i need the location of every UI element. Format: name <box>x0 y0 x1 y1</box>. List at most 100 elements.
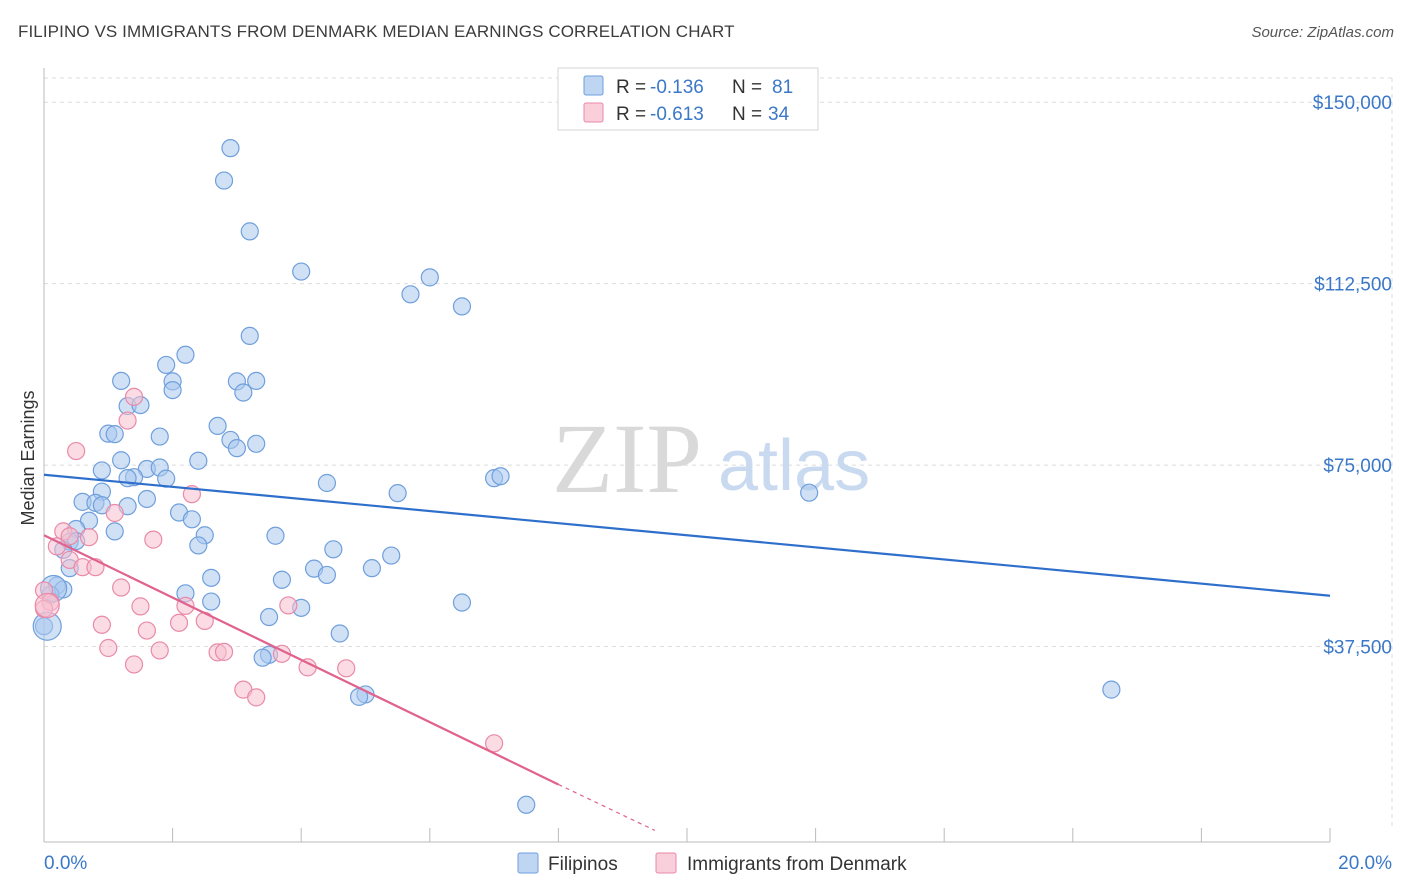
y-tick-label: $112,500 <box>1314 275 1392 296</box>
data-point <box>247 688 266 707</box>
legend-n-label-1: N = <box>732 77 762 98</box>
data-point <box>247 434 266 453</box>
data-point <box>1102 680 1121 699</box>
data-point <box>272 570 292 589</box>
data-point <box>317 473 337 493</box>
data-point <box>105 522 124 541</box>
data-point <box>92 615 111 634</box>
data-point <box>79 528 99 547</box>
data-point <box>105 425 124 444</box>
data-point <box>517 795 536 814</box>
legend-r-value-1: -0.136 <box>650 77 704 98</box>
y-axis-title: Median Earnings <box>18 390 38 525</box>
data-point <box>169 613 189 632</box>
data-point <box>99 638 118 658</box>
data-point <box>800 483 819 502</box>
data-point <box>112 578 131 597</box>
data-point-large <box>34 592 60 619</box>
stats-legend: R = -0.136 N = 81 R = -0.613 N = 34 <box>557 67 819 131</box>
series-immigrants-from-denmark <box>34 387 504 753</box>
data-point <box>234 383 253 402</box>
y-tick-label: $75,000 <box>1323 456 1392 477</box>
data-point <box>382 546 401 565</box>
data-point <box>67 441 86 461</box>
y-tick-label: $150,000 <box>1313 93 1392 114</box>
data-point <box>137 489 156 509</box>
watermark: ZIP atlas <box>552 403 870 514</box>
trend-lines <box>43 473 1331 831</box>
data-point <box>324 540 343 559</box>
data-point <box>388 484 407 503</box>
trend-line-denmark <box>43 534 559 786</box>
data-point <box>240 222 259 241</box>
data-point <box>491 467 510 486</box>
data-point <box>337 659 356 678</box>
legend-r-label-1: R = <box>616 77 646 98</box>
legend-label-denmark: Immigrants from Denmark <box>687 854 907 875</box>
data-point <box>292 262 311 281</box>
data-point <box>259 607 279 627</box>
source-label: Source: ZipAtlas.com <box>1251 24 1394 41</box>
data-point <box>176 345 195 364</box>
legend-n-value-2: 34 <box>768 104 790 125</box>
data-point <box>202 568 221 587</box>
data-point <box>60 527 79 546</box>
data-point <box>105 503 124 523</box>
data-point <box>163 380 182 400</box>
data-point <box>112 371 131 391</box>
x-tick-label-max: 20.0% <box>1338 853 1392 874</box>
data-point <box>118 411 137 430</box>
data-point <box>157 469 176 488</box>
data-point <box>298 658 317 677</box>
data-point <box>150 427 169 446</box>
data-point <box>452 297 472 316</box>
y-tick-labels: $37,500 $75,000 $112,500 $150,000 <box>1313 93 1392 658</box>
data-point <box>240 326 259 346</box>
legend-swatch-filipinos <box>583 75 604 96</box>
data-point <box>137 621 156 640</box>
legend-swatch-denmark-bottom <box>655 852 677 874</box>
data-point <box>131 597 150 616</box>
series-legend: Filipinos Immigrants from Denmark <box>517 852 907 875</box>
data-point <box>362 559 382 578</box>
x-tick-label-min: 0.0% <box>44 853 87 874</box>
legend-swatch-filipinos-bottom <box>517 852 539 874</box>
legend-label-filipinos: Filipinos <box>548 854 618 875</box>
data-point <box>112 451 131 470</box>
grid-lines <box>44 77 1393 828</box>
legend-n-label-2: N = <box>732 104 762 125</box>
trend-line-filipinos <box>43 473 1331 597</box>
legend-r-label-2: R = <box>616 104 646 125</box>
data-point <box>221 139 240 158</box>
data-point <box>202 592 221 611</box>
data-point <box>485 734 504 753</box>
legend-swatch-denmark <box>583 102 604 123</box>
data-point <box>317 565 337 585</box>
watermark-zip: ZIP <box>552 403 702 514</box>
data-point <box>189 451 208 470</box>
data-point <box>266 526 285 545</box>
data-point <box>150 641 169 660</box>
data-point <box>124 387 144 406</box>
data-point <box>330 624 349 643</box>
data-point <box>182 510 201 529</box>
data-point <box>279 596 298 615</box>
data-point <box>253 648 272 667</box>
data-point <box>227 439 246 458</box>
watermark-atlas: atlas <box>718 426 870 506</box>
data-point <box>401 285 420 304</box>
data-point <box>214 642 234 661</box>
legend-r-value-2: -0.613 <box>650 104 704 125</box>
trend-line-denmark-extension <box>558 783 656 831</box>
data-point <box>214 171 234 190</box>
legend-n-value-1: 81 <box>772 77 793 98</box>
y-tick-label: $37,500 <box>1323 638 1392 659</box>
data-point <box>189 536 208 555</box>
data-point <box>92 461 111 480</box>
data-point <box>420 268 439 287</box>
axes <box>43 68 1331 843</box>
data-point <box>452 593 472 612</box>
data-point <box>157 355 176 375</box>
data-point <box>124 655 144 674</box>
